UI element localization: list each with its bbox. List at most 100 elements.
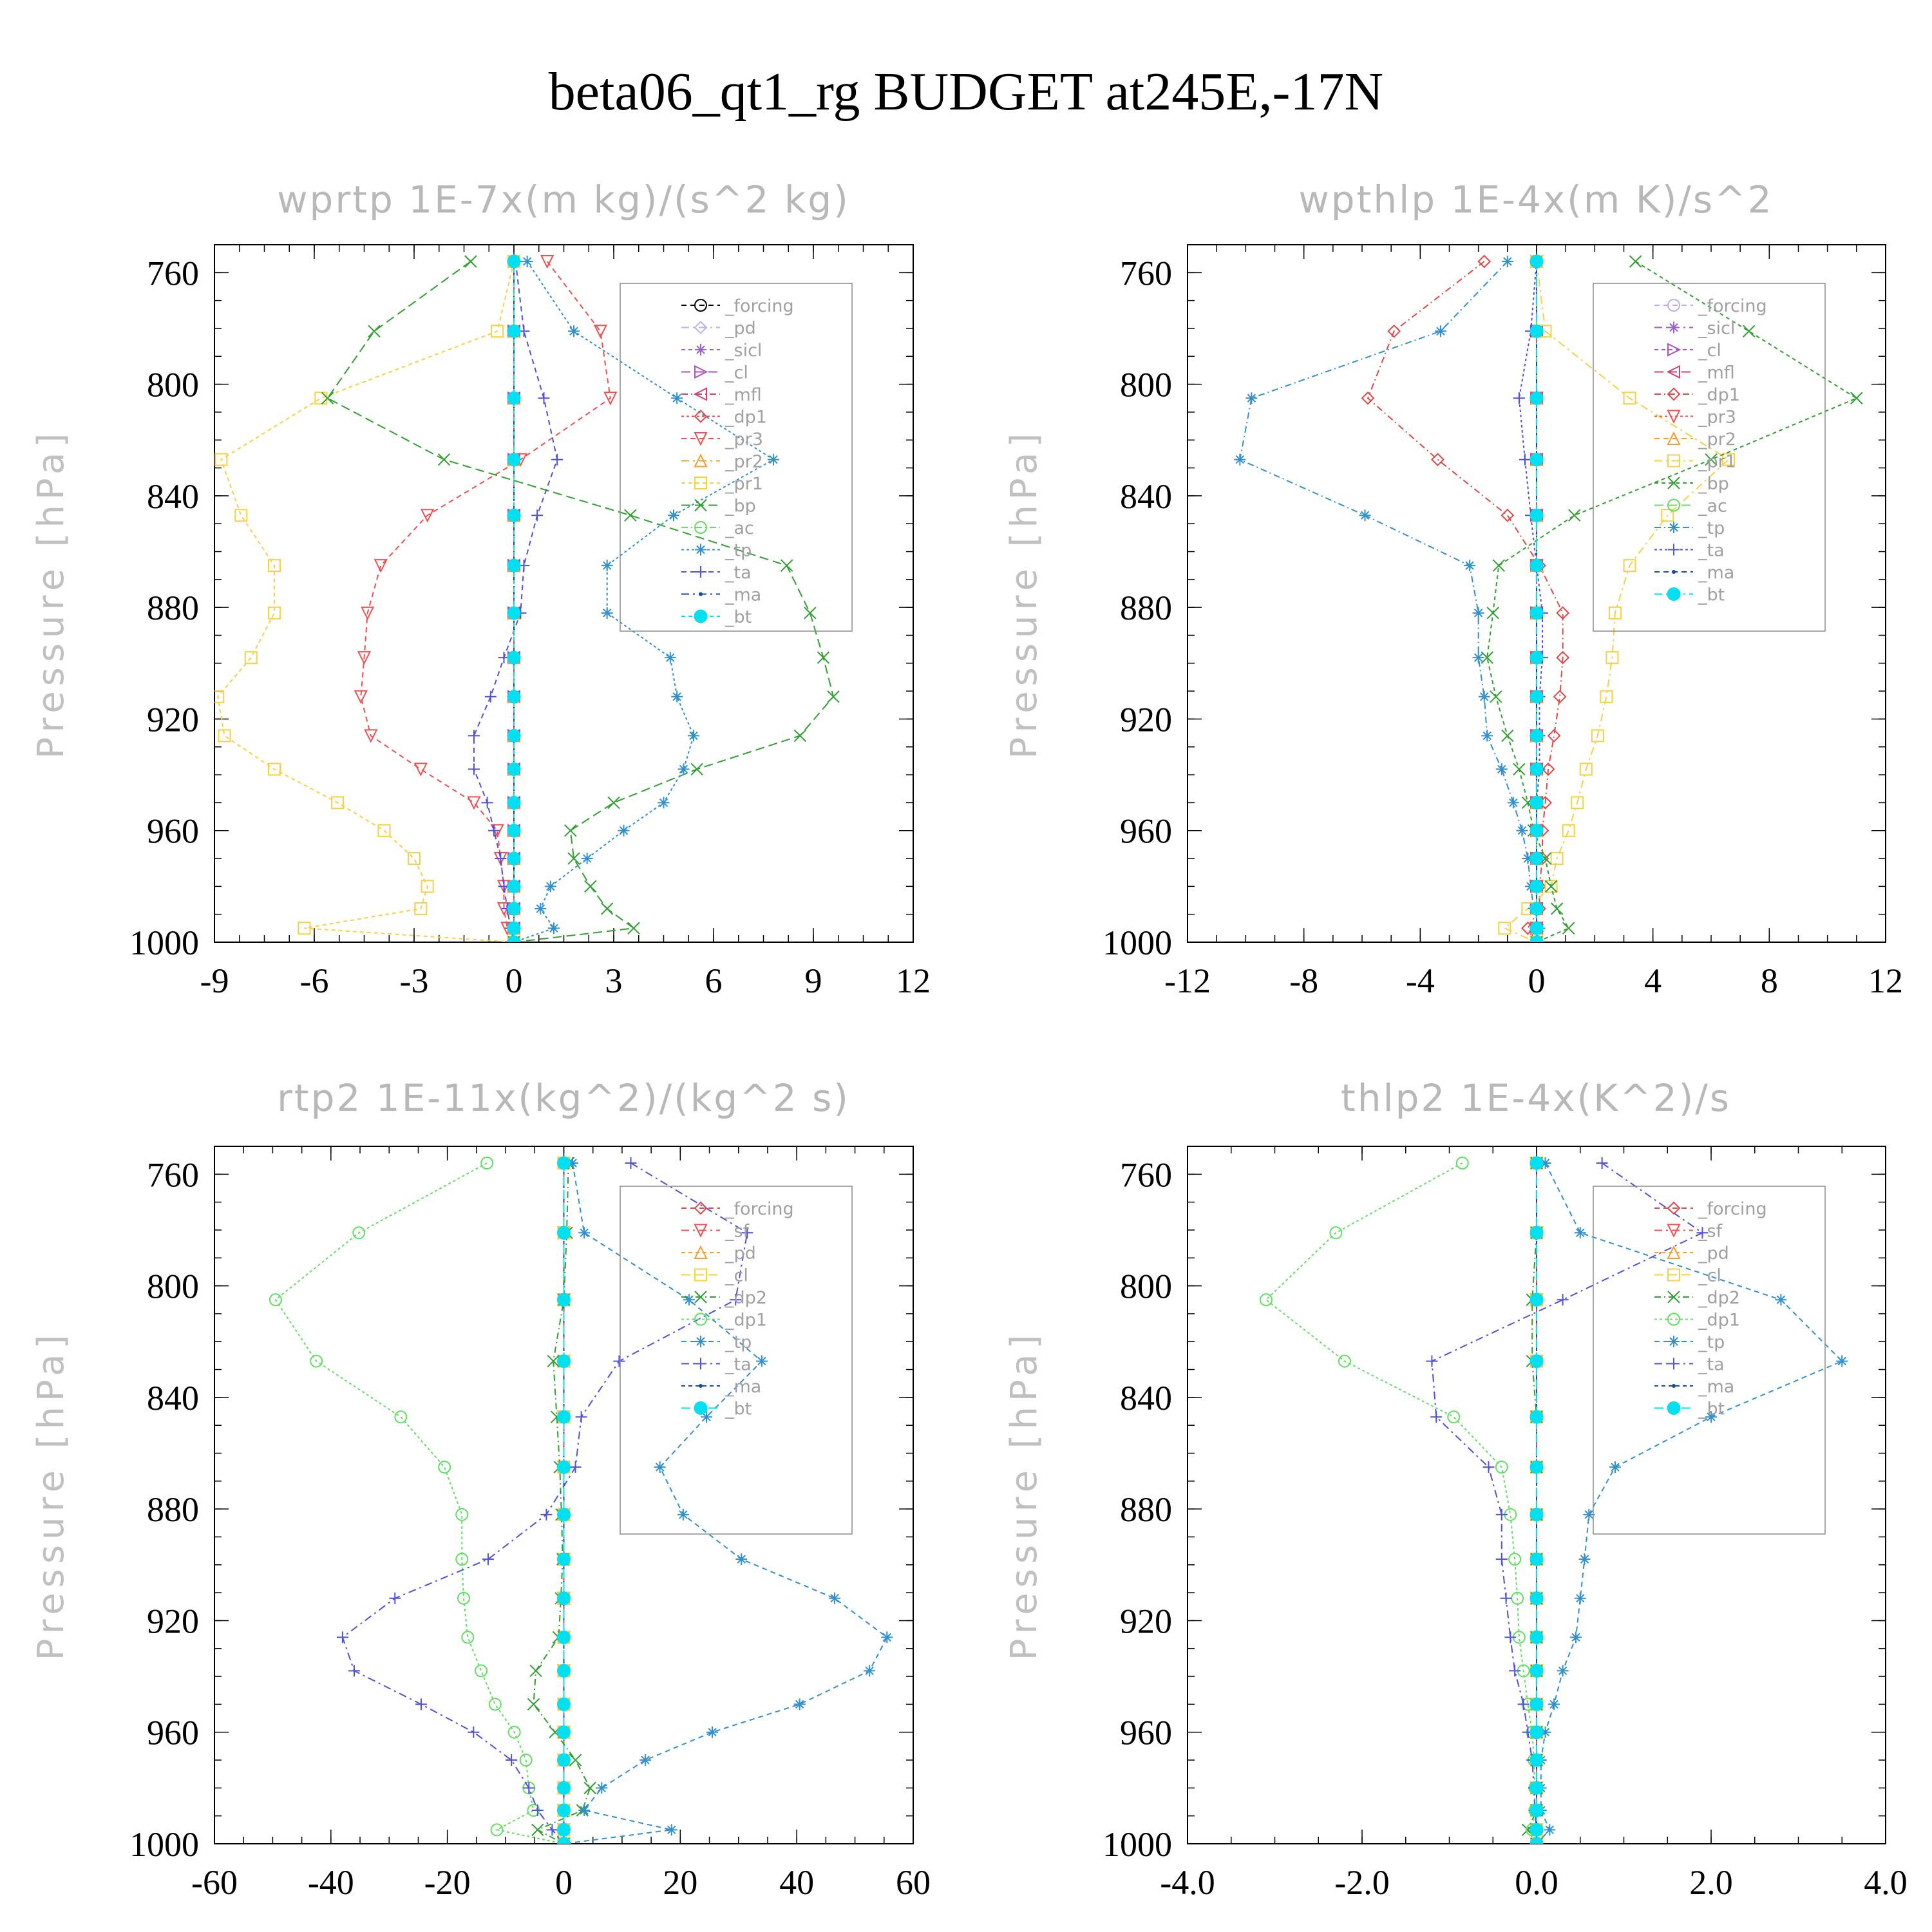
legend-entry-dp1: _dp1 <box>681 408 767 428</box>
y-axis-label: Pressure [hPa] <box>1003 428 1045 759</box>
legend-marker <box>1667 1201 1681 1215</box>
data-point-bt <box>557 1781 571 1795</box>
data-point-ta <box>1495 1553 1508 1566</box>
x-tick-label: -4.0 <box>1160 1863 1215 1902</box>
data-point-pr1 <box>408 852 421 866</box>
series-line-ta <box>1518 261 1543 942</box>
series-line-dp2 <box>533 1162 591 1844</box>
legend-entry-sf: _sf <box>681 1222 750 1242</box>
legend-marker <box>694 498 707 512</box>
data-point-bt <box>1530 650 1544 665</box>
data-point-bt <box>507 558 521 573</box>
data-point-dp1 <box>1547 729 1561 743</box>
data-point-bt <box>1530 795 1544 810</box>
data-point-bp <box>600 902 614 915</box>
data-point-tp <box>735 1553 748 1566</box>
data-point-bt <box>1530 728 1544 743</box>
data-point-tp <box>544 880 556 893</box>
plot-area <box>1234 254 1863 942</box>
data-point-bt <box>1530 606 1544 620</box>
legend-entry-dp1: _dp1 <box>681 1311 767 1331</box>
legend-marker <box>1667 1268 1680 1282</box>
data-point-pr3 <box>357 651 372 665</box>
data-point-tp <box>578 1804 591 1817</box>
legend-entry-ta: _ta <box>1654 1355 1725 1375</box>
data-point-bt <box>1530 1753 1544 1767</box>
legend-label: _ta <box>724 563 752 583</box>
data-point-tp <box>755 1355 768 1367</box>
data-point-tp <box>1609 1461 1621 1473</box>
data-point-pr1 <box>314 392 328 405</box>
data-point-bt <box>557 1725 571 1739</box>
data-point-ta <box>531 509 544 522</box>
data-point-bp <box>1492 559 1505 572</box>
data-point-pr1 <box>1623 559 1636 573</box>
data-point-pr1 <box>1562 824 1575 837</box>
series-line-ta <box>473 261 558 942</box>
legend-marker <box>694 1245 708 1259</box>
data-point-ta <box>551 453 564 466</box>
data-point-bt <box>1530 254 1544 269</box>
data-point-bp <box>607 796 620 810</box>
panel-wprtp: wprtp 1E-7x(m kg)/(s^2 kg) Pressure [hPa… <box>30 178 931 1000</box>
data-point-tp <box>601 607 613 619</box>
legend-label: _ta <box>1698 1355 1725 1375</box>
x-tick-label: 4 <box>1644 961 1662 1000</box>
legend-label: _bt <box>1698 1399 1725 1419</box>
legend: _forcing _pd_sicl_cl_mfl _dp1_pr3_pr2_pr1 _… <box>620 283 853 632</box>
data-point-dp1 <box>455 1553 469 1566</box>
data-point-dp1 <box>1556 606 1570 620</box>
legend-marker <box>694 1291 707 1303</box>
x-tick-label: -8 <box>1289 961 1318 1000</box>
data-point-bt <box>557 1823 571 1837</box>
data-point-ta <box>468 1726 480 1738</box>
data-point-ta <box>488 824 500 837</box>
y-tick-label: 880 <box>147 589 199 627</box>
data-point-bp <box>1481 651 1493 664</box>
legend-entry-sicl: _sicl <box>681 341 762 361</box>
legend-marker <box>1667 1401 1681 1415</box>
data-point-bt <box>507 453 521 467</box>
data-point-dp1 <box>457 1591 470 1605</box>
series-line-bp <box>327 261 835 942</box>
data-point-bp <box>464 255 477 268</box>
legend-entry-cl: _cl <box>681 363 748 383</box>
data-point-dp1 <box>1361 391 1375 405</box>
legend-marker <box>1672 570 1676 574</box>
data-point-bp <box>1501 729 1514 743</box>
legend-marker <box>1667 387 1681 401</box>
data-point-bt <box>1530 1697 1544 1711</box>
data-point-dp1 <box>461 1631 475 1644</box>
y-tick-label: 840 <box>147 1379 199 1417</box>
y-tick-label: 960 <box>147 812 199 851</box>
data-point-tp <box>1464 560 1476 572</box>
y-tick-label: 800 <box>1120 1267 1172 1306</box>
x-tick-label: -20 <box>424 1863 471 1902</box>
legend-entry-tp: _tp <box>681 1332 752 1352</box>
x-tick-label: 12 <box>1868 961 1903 1000</box>
series-line-pr3 <box>360 261 611 942</box>
data-point-pr3 <box>593 325 607 339</box>
data-point-bt <box>1530 324 1544 338</box>
legend-label: _bp <box>1698 474 1729 494</box>
legend-marker <box>694 1312 707 1326</box>
data-point-pr1 <box>1550 852 1564 866</box>
y-tick-label: 840 <box>147 477 199 516</box>
data-point-ta <box>1517 1698 1530 1710</box>
data-point-bt <box>1530 508 1544 522</box>
y-tick-label: 1000 <box>129 923 199 962</box>
data-point-dp1 <box>1329 1226 1343 1240</box>
legend-marker <box>1667 343 1681 357</box>
y-tick-label: 840 <box>1120 1379 1172 1417</box>
legend-entry-ma: _ma <box>681 585 761 605</box>
data-point-ta <box>506 1754 518 1766</box>
data-point-bt <box>507 879 521 893</box>
data-point-pr3 <box>413 762 428 777</box>
data-point-tp <box>1544 1824 1556 1836</box>
data-point-dp1 <box>1541 762 1555 776</box>
data-point-bt <box>1530 1823 1544 1837</box>
data-point-bp <box>1562 922 1575 935</box>
data-point-bt <box>557 1354 571 1368</box>
data-point-bt <box>557 1508 571 1522</box>
data-point-tp <box>618 824 630 837</box>
